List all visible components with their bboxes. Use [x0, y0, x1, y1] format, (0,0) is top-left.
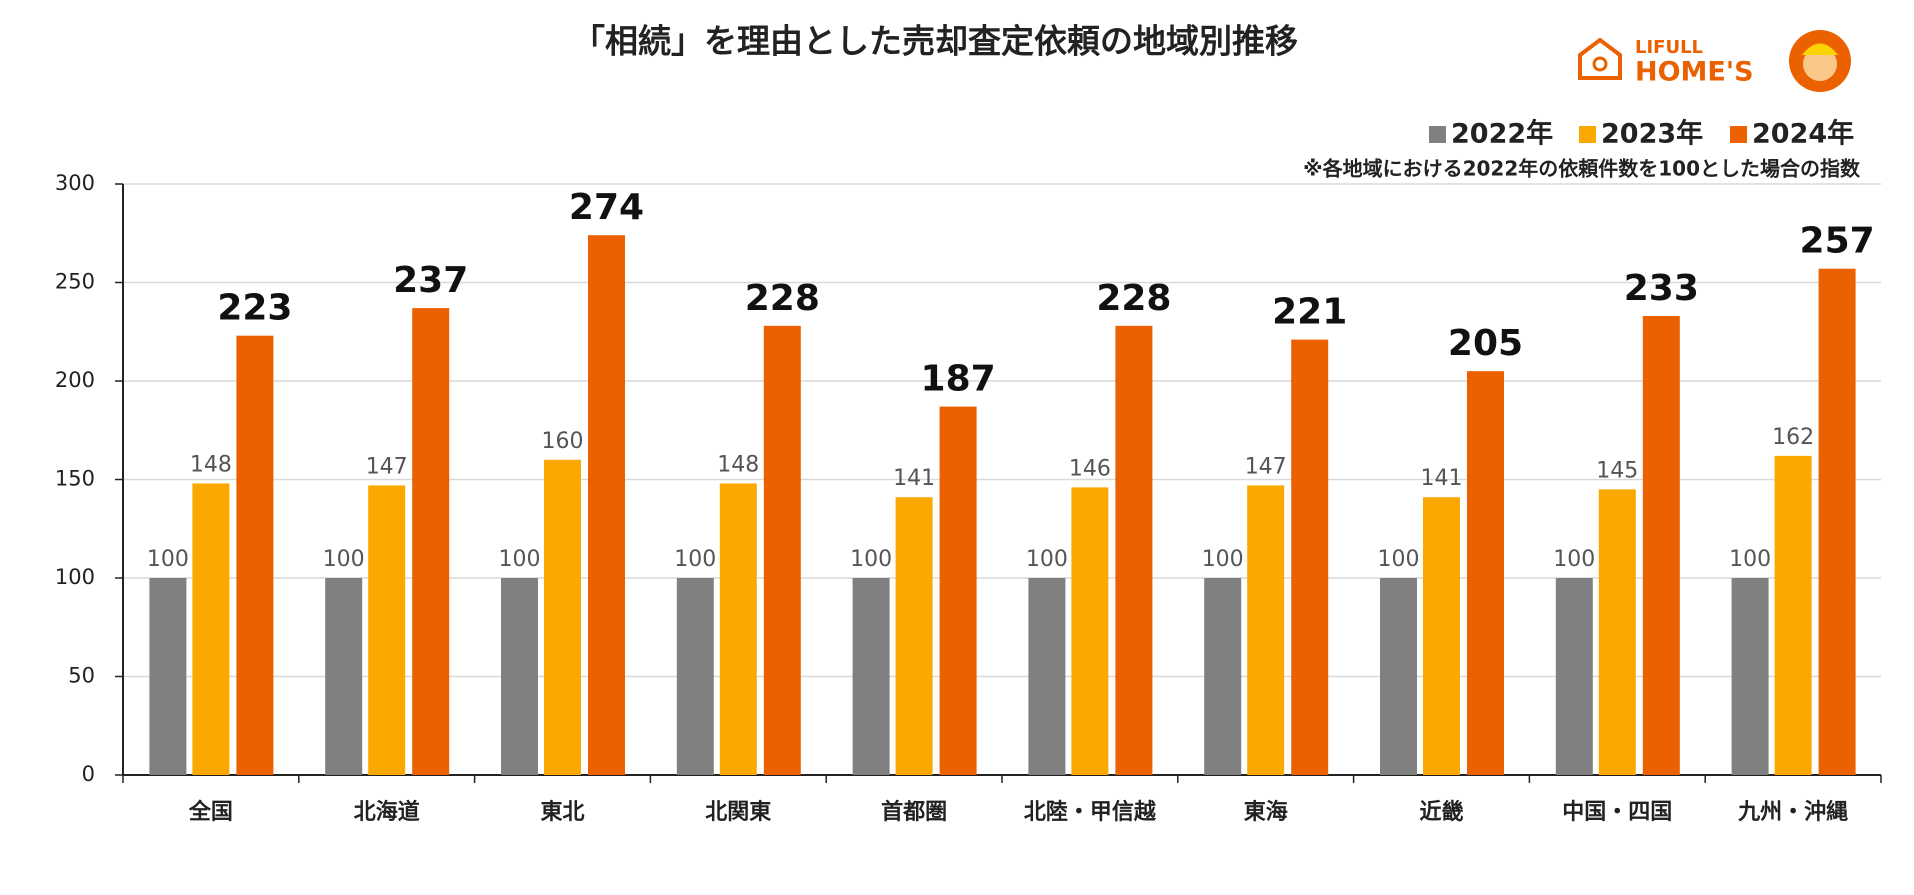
data-label: 160 — [542, 429, 584, 454]
y-tick-label: 300 — [55, 171, 95, 195]
bar — [325, 578, 363, 775]
legend-label: 2022年 — [1451, 118, 1553, 150]
data-label: 233 — [1624, 268, 1699, 309]
y-tick-label: 150 — [55, 467, 95, 491]
bar — [1247, 485, 1285, 775]
data-label: 146 — [1069, 456, 1111, 481]
logo-icon — [1592, 56, 1608, 72]
data-label: 145 — [1596, 458, 1638, 483]
logo-mascot — [1802, 43, 1838, 55]
bar — [763, 325, 801, 775]
bar — [939, 406, 977, 775]
data-label: 100 — [674, 547, 716, 572]
bar — [1291, 339, 1329, 775]
y-tick-label: 250 — [55, 270, 95, 294]
bar — [1774, 455, 1812, 775]
data-label: 148 — [717, 452, 759, 477]
data-label: 100 — [147, 547, 189, 572]
legend-label: 2024年 — [1752, 118, 1854, 150]
bar — [1204, 578, 1242, 775]
data-label: 100 — [1729, 547, 1771, 572]
bar — [852, 578, 890, 775]
bar — [1598, 489, 1636, 775]
note: ※各地域における2022年の依頼件数を100とした場合の指数 — [1303, 157, 1861, 181]
x-tick-label: 北海道 — [354, 799, 420, 825]
bar — [1642, 315, 1680, 775]
logo-text: HOME'S — [1635, 57, 1754, 88]
bar — [368, 485, 406, 775]
data-label: 147 — [1245, 454, 1287, 479]
x-tick-label: 近畿 — [1419, 799, 1463, 825]
x-tick-label: 首都圏 — [881, 799, 947, 825]
x-tick-label: 東北 — [540, 800, 584, 825]
data-label: 237 — [393, 260, 468, 301]
y-tick-label: 200 — [55, 368, 95, 392]
bar — [1818, 268, 1856, 775]
bar — [501, 578, 538, 775]
data-label: 100 — [1202, 547, 1244, 572]
legend-swatch — [1730, 126, 1747, 143]
bar — [588, 235, 625, 776]
logo-text: LIFULL — [1635, 37, 1703, 58]
y-tick-label: 0 — [82, 762, 95, 786]
x-tick-label: 北関東 — [705, 800, 771, 825]
legend-swatch — [1579, 126, 1596, 143]
data-label: 100 — [323, 547, 365, 572]
bar — [1731, 578, 1769, 775]
bar — [1071, 487, 1109, 775]
x-tick-label: 全国 — [188, 799, 233, 825]
x-tick-label: 中国・四国 — [1562, 800, 1672, 825]
legend-label: 2023年 — [1601, 118, 1703, 150]
bar — [1467, 371, 1504, 775]
logo-mascot — [1803, 47, 1837, 81]
bar — [676, 578, 714, 775]
data-label: 141 — [893, 466, 935, 491]
data-label: 100 — [1026, 547, 1068, 572]
x-tick-label: 北陸・甲信越 — [1024, 799, 1157, 825]
bar — [719, 483, 757, 775]
data-label: 147 — [366, 454, 408, 479]
data-label: 205 — [1448, 323, 1523, 364]
data-label: 100 — [1553, 547, 1595, 572]
data-label: 257 — [1800, 221, 1875, 262]
bar — [1380, 578, 1417, 775]
bar — [149, 578, 187, 775]
bar — [895, 497, 933, 775]
data-label: 223 — [217, 288, 292, 329]
bar — [1423, 497, 1460, 775]
y-tick-label: 50 — [68, 664, 95, 688]
x-tick-label: 東海 — [1244, 799, 1288, 825]
data-label: 228 — [1096, 278, 1171, 319]
data-label: 187 — [921, 359, 996, 400]
data-label: 221 — [1272, 292, 1347, 333]
bar — [412, 308, 450, 775]
data-label: 274 — [569, 187, 644, 228]
bar — [1115, 325, 1153, 775]
data-label: 228 — [745, 278, 820, 319]
legend-swatch — [1429, 126, 1446, 143]
bar — [192, 483, 230, 775]
logo: LIFULL HOME'S — [1578, 30, 1851, 92]
bar — [236, 335, 274, 775]
bar — [1028, 578, 1066, 775]
data-label: 148 — [190, 452, 232, 477]
chart-title: 「相続」を理由とした売却査定依頼の地域別推移 — [572, 22, 1298, 61]
data-label: 162 — [1772, 425, 1814, 450]
data-label: 100 — [499, 547, 541, 572]
y-tick-label: 100 — [55, 565, 95, 589]
data-label: 100 — [1378, 547, 1420, 572]
x-tick-label: 九州・沖縄 — [1737, 800, 1848, 825]
logo-icon — [1578, 37, 1622, 80]
data-label: 100 — [850, 547, 892, 572]
data-label: 141 — [1421, 466, 1463, 491]
bar — [1555, 578, 1593, 775]
bar — [544, 459, 581, 775]
